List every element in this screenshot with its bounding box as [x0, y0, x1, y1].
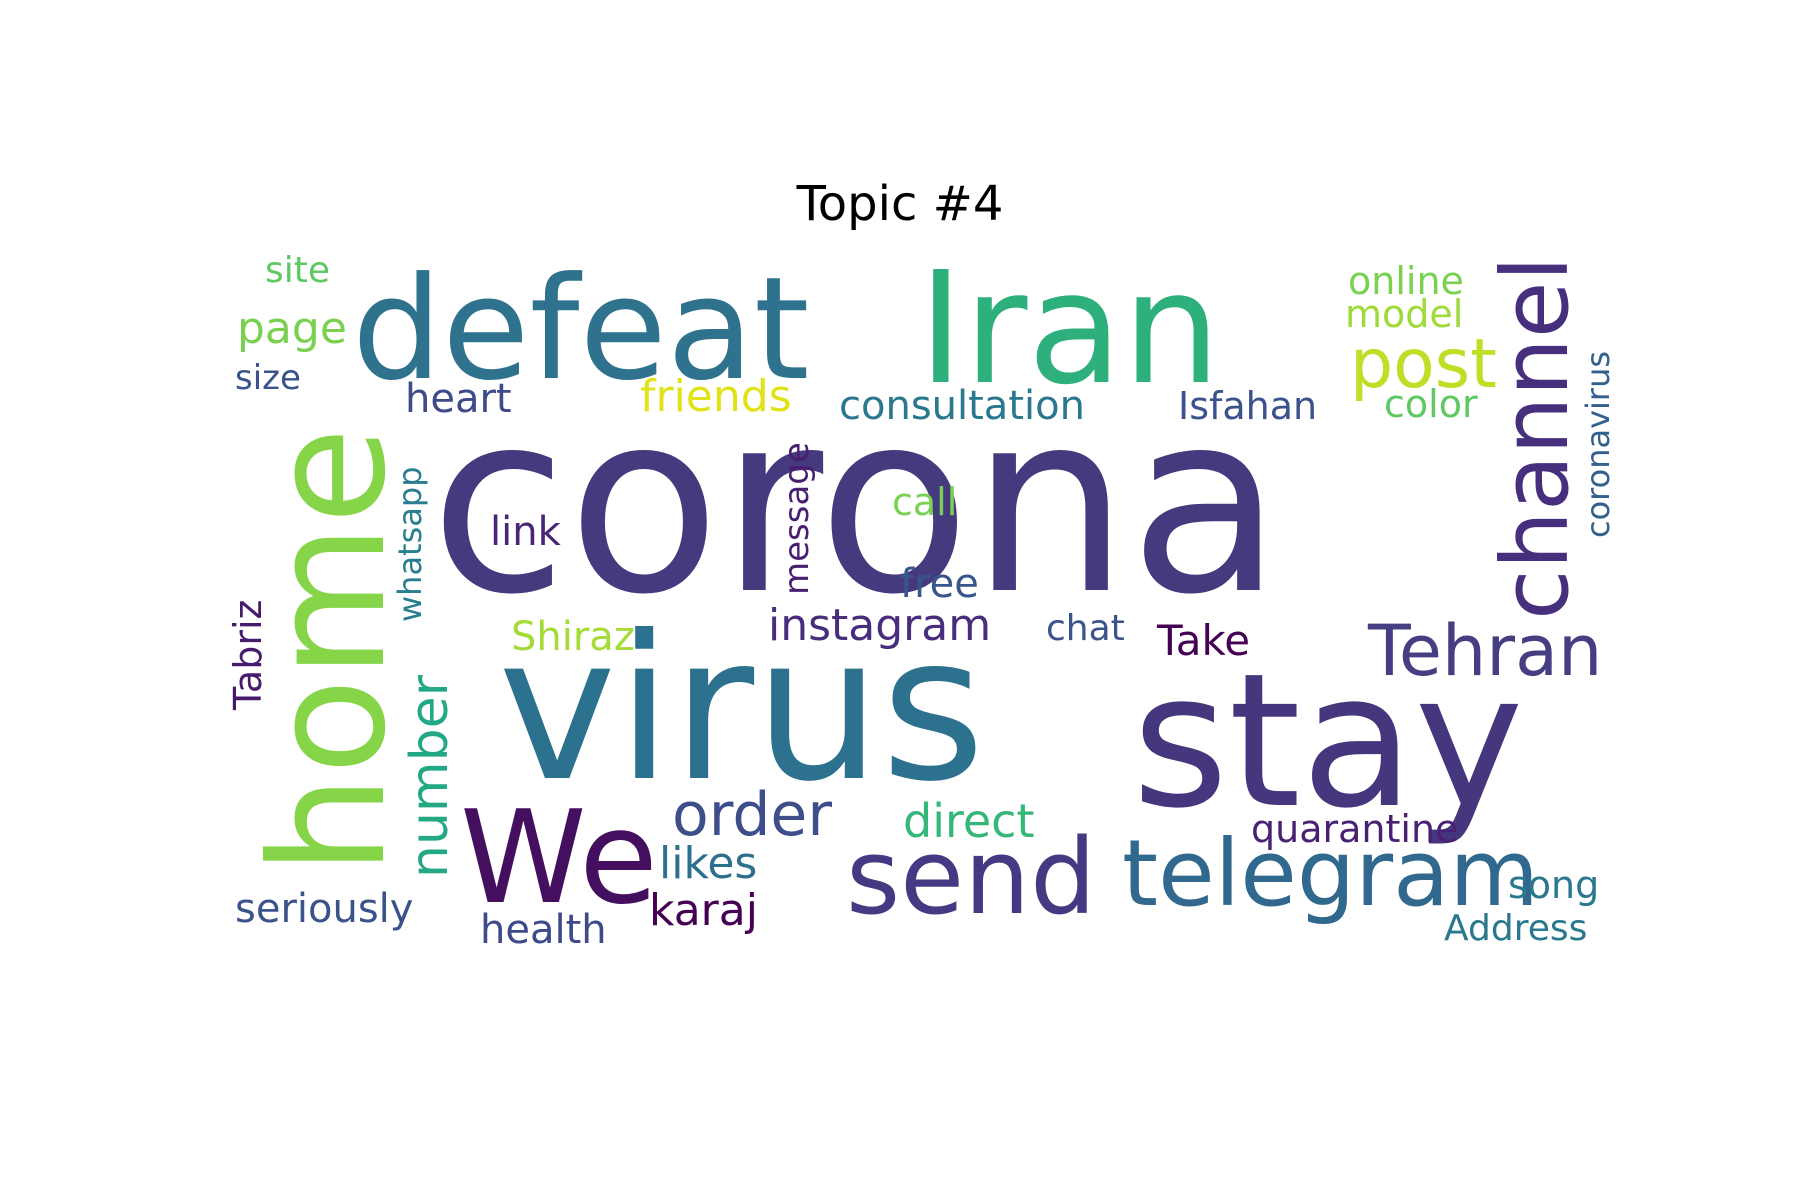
word-telegram: telegram — [1122, 820, 1539, 927]
word-direct: direct — [903, 794, 1035, 848]
word-heart: heart — [405, 376, 512, 422]
word-site: site — [265, 250, 330, 291]
word-seriously: seriously — [235, 886, 413, 932]
word-address: Address — [1444, 908, 1587, 949]
chart-title: Topic #4 — [796, 176, 1004, 232]
word-iran: Iran — [918, 238, 1221, 419]
word-song: song — [1508, 863, 1599, 907]
word-we: We — [460, 784, 658, 933]
word-likes: likes — [659, 838, 757, 889]
word-quarantine: quarantine — [1251, 807, 1458, 851]
word-corona: corona — [430, 358, 1282, 649]
word-free: free — [900, 561, 979, 607]
word-post: post — [1350, 325, 1497, 404]
word-coronavirus: coronavirus — [1579, 351, 1617, 538]
word-whatsapp: whatsapp — [391, 466, 429, 622]
word-size: size — [235, 358, 301, 398]
word-model: model — [1345, 292, 1463, 336]
word-defeat: defeat — [352, 247, 810, 412]
word-link: link — [490, 509, 562, 555]
word-channel: channel — [1482, 256, 1589, 620]
word-color: color — [1384, 382, 1478, 426]
word-take: Take — [1156, 616, 1250, 665]
word-home: home — [237, 427, 421, 875]
word-virus: virus — [498, 593, 985, 826]
word-instagram: instagram — [768, 600, 991, 651]
word-chat: chat — [1046, 608, 1125, 649]
word-send: send — [846, 816, 1096, 938]
word-karaj: karaj — [649, 885, 758, 936]
word-page: page — [237, 303, 347, 354]
word-number: number — [400, 674, 460, 878]
word-consultation: consultation — [839, 383, 1085, 429]
word-friends: friends — [640, 371, 792, 422]
word-tehran: Tehran — [1367, 610, 1602, 692]
word-order: order — [672, 780, 832, 850]
word-health: health — [480, 907, 607, 953]
word-stay: stay — [1132, 633, 1524, 849]
word-call: call — [892, 480, 957, 524]
word-shiraz: Shiraz — [511, 614, 635, 660]
word-isfahan: Isfahan — [1178, 384, 1317, 428]
word-tabriz: Tabriz — [226, 600, 270, 711]
word-online: online — [1348, 259, 1464, 303]
word-message: message — [777, 442, 817, 595]
